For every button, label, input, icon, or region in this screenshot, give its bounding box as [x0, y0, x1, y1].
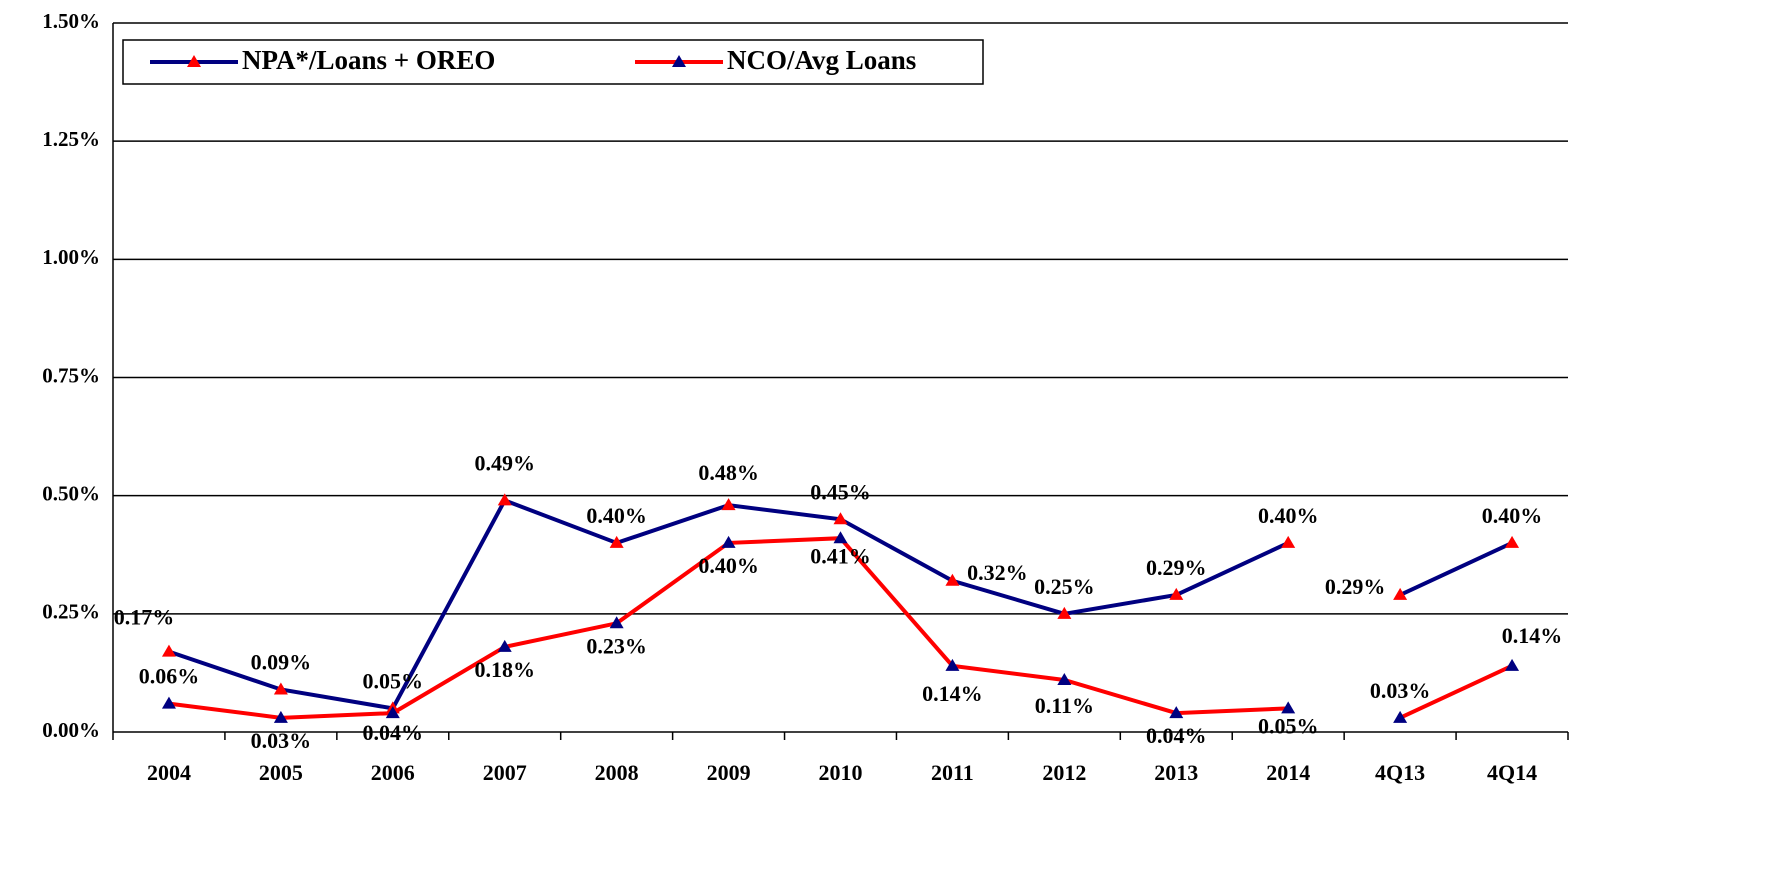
data-label: 0.17% — [114, 605, 175, 630]
series-line — [168, 497, 1290, 711]
marker — [1057, 673, 1072, 686]
data-label: 0.29% — [1146, 555, 1207, 580]
marker — [1281, 535, 1296, 548]
legend-box — [122, 39, 984, 85]
data-label: 0.11% — [1035, 693, 1094, 718]
x-tick-label: 2014 — [1266, 760, 1310, 785]
data-label: 0.29% — [1325, 574, 1386, 599]
marker — [1057, 606, 1072, 619]
marker — [833, 512, 848, 525]
data-label: 0.49% — [474, 450, 535, 475]
marker — [385, 706, 400, 719]
data-label: 0.06% — [139, 664, 200, 689]
data-label: 0.25% — [1034, 574, 1095, 599]
legend-marker — [672, 55, 686, 67]
y-tick-label: 1.00% — [42, 245, 100, 269]
y-tick-label: 1.50% — [42, 9, 100, 33]
y-tick-label: 0.25% — [42, 600, 100, 624]
marker — [161, 644, 176, 657]
legend-marker — [187, 55, 201, 67]
marker — [1169, 587, 1184, 600]
x-tick-label: 2012 — [1042, 760, 1086, 785]
marker — [609, 535, 624, 548]
x-tick-label: 2007 — [483, 760, 527, 785]
marker — [1505, 535, 1520, 548]
x-tick-label: 2009 — [707, 760, 751, 785]
data-label: 0.04% — [1146, 723, 1207, 748]
marker — [945, 573, 960, 586]
marker — [721, 498, 736, 511]
marker — [273, 682, 288, 695]
marker — [1169, 706, 1184, 719]
data-label: 0.40% — [1482, 503, 1543, 528]
data-label: 0.14% — [922, 681, 983, 706]
y-tick-label: 0.00% — [42, 718, 100, 742]
data-label: 0.45% — [810, 479, 871, 504]
data-label: 0.40% — [586, 503, 647, 528]
data-label: 0.14% — [1502, 623, 1563, 648]
data-label: 0.48% — [698, 460, 759, 485]
x-tick-label: 2005 — [259, 760, 303, 785]
series-line — [1399, 541, 1513, 597]
marker — [161, 696, 176, 709]
data-label: 0.23% — [586, 633, 647, 658]
legend-label: NPA*/Loans + OREO — [242, 45, 495, 75]
data-label: 0.18% — [474, 657, 535, 682]
data-label: 0.04% — [363, 720, 424, 745]
y-tick-label: 0.50% — [42, 481, 100, 505]
data-label: 0.05% — [1258, 713, 1319, 738]
marker — [1393, 710, 1408, 723]
marker — [721, 535, 736, 548]
marker — [945, 658, 960, 671]
x-tick-label: 2010 — [819, 760, 863, 785]
data-label: 0.05% — [363, 668, 424, 693]
marker — [497, 493, 512, 506]
marker — [1281, 701, 1296, 714]
data-label: 0.40% — [1258, 503, 1319, 528]
marker — [833, 531, 848, 544]
data-label: 0.03% — [1370, 678, 1431, 703]
x-tick-label: 2006 — [371, 760, 415, 785]
y-tick-label: 1.25% — [42, 127, 100, 151]
x-tick-label: 4Q13 — [1375, 760, 1425, 785]
data-label: 0.09% — [251, 650, 312, 675]
x-tick-label: 2013 — [1154, 760, 1198, 785]
marker — [609, 616, 624, 629]
x-tick-label: 4Q14 — [1487, 760, 1537, 785]
series-line — [1399, 664, 1513, 720]
marker — [273, 710, 288, 723]
marker — [1505, 658, 1520, 671]
x-tick-label: 2004 — [147, 760, 191, 785]
data-label: 0.40% — [698, 553, 759, 578]
data-label: 0.41% — [810, 543, 871, 568]
marker — [1393, 587, 1408, 600]
x-tick-label: 2008 — [595, 760, 639, 785]
data-label: 0.03% — [251, 728, 312, 753]
marker — [497, 639, 512, 652]
legend-label: NCO/Avg Loans — [727, 45, 916, 75]
x-tick-label: 2011 — [931, 760, 974, 785]
y-tick-label: 0.75% — [42, 363, 100, 387]
data-label: 0.32% — [967, 560, 1028, 585]
